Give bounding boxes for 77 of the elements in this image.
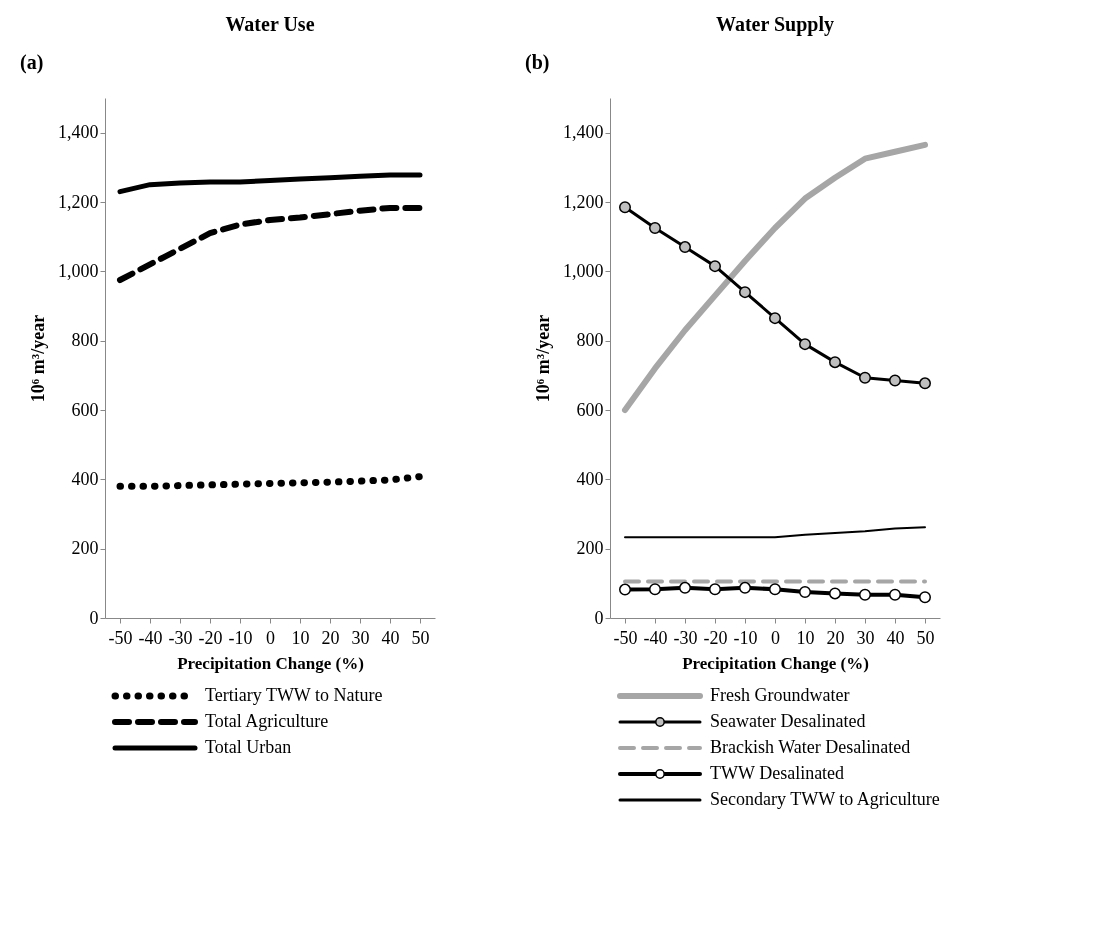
chart-title: Water Supply (716, 13, 834, 36)
y-tick-label: 1,200 (58, 191, 99, 212)
point (919, 377, 931, 390)
point (739, 286, 751, 299)
point (769, 583, 781, 596)
x-tick-label: -10 (733, 627, 758, 648)
x-tick-label: -40 (138, 627, 163, 648)
y-axis-title: 10⁶ m³/year (28, 314, 48, 403)
x-tick-label: 50 (916, 627, 935, 648)
legend-label: Tertiary TWW to Nature (205, 685, 383, 705)
y-tick-label: 600 (71, 399, 99, 420)
point (829, 587, 841, 600)
y-tick-label: 200 (576, 538, 604, 559)
point (889, 588, 901, 601)
y-axis-title: 10⁶ m³/year (533, 314, 553, 403)
x-tick-label: 40 (381, 627, 400, 648)
point (799, 586, 811, 598)
legend-label: Secondary TWW to Agriculture (710, 789, 940, 809)
x-tick-label: -30 (168, 627, 193, 648)
y-tick-label: 400 (71, 468, 99, 489)
x-tick-label: 20 (321, 627, 340, 648)
y-tick-label: 1,000 (563, 260, 604, 281)
point (679, 581, 691, 594)
y-tick-label: 1,400 (563, 122, 604, 143)
point (739, 581, 751, 594)
point (799, 338, 811, 351)
legend-label: Fresh Groundwater (710, 685, 850, 705)
y-tick-label: 200 (71, 538, 99, 559)
point (709, 583, 721, 596)
y-tick-label: 0 (89, 607, 99, 628)
x-tick-label: -10 (228, 627, 253, 648)
point (619, 201, 631, 214)
y-tick-label: 800 (576, 330, 604, 351)
point (709, 260, 721, 273)
x-tick-label: 30 (351, 627, 370, 648)
point (829, 356, 841, 369)
y-tick-label: 400 (576, 468, 604, 489)
point (919, 591, 931, 604)
point (769, 312, 781, 325)
point (859, 371, 871, 384)
x-tick-label: 30 (856, 627, 875, 648)
text: (b) (525, 51, 550, 74)
point (649, 583, 661, 596)
x-tick-label: -30 (673, 627, 698, 648)
x-tick-label: 40 (886, 627, 905, 648)
point (889, 374, 901, 387)
x-axis-title: Precipitation Change (%) (177, 653, 364, 673)
legend-label: TWW Desalinated (710, 763, 845, 783)
legend-label: Brackish Water Desalinated (710, 737, 911, 757)
x-tick-label: 20 (826, 627, 845, 648)
legend-label: Total Agriculture (205, 711, 329, 731)
x-tick-label: -50 (613, 627, 638, 648)
point (619, 583, 631, 596)
y-tick-label: 1,200 (563, 191, 604, 212)
legend-label: Seawater Desalinated (710, 711, 866, 731)
x-tick-label: -20 (198, 627, 223, 648)
y-tick-label: 600 (576, 399, 604, 420)
x-tick-label: 0 (266, 627, 275, 648)
y-tick-label: 1,000 (58, 260, 99, 281)
x-tick-label: -20 (703, 627, 728, 648)
x-tick-label: 50 (411, 627, 430, 648)
y-tick-label: 0 (594, 607, 604, 628)
point (649, 222, 661, 234)
y-tick-label: 1,400 (58, 122, 99, 143)
x-tick-label: -40 (643, 627, 668, 648)
x-axis-title: Precipitation Change (%) (682, 653, 869, 673)
x-tick-label: -50 (108, 627, 133, 648)
point (859, 588, 871, 601)
x-tick-label: 10 (291, 627, 310, 648)
line-series (624, 526, 926, 539)
y-tick-label: 800 (71, 330, 99, 351)
chart-title: Water Use (225, 13, 315, 35)
x-tick-label: 10 (796, 627, 815, 648)
point (679, 241, 691, 254)
legend-label: Total Urban (205, 737, 292, 757)
text: (a) (20, 51, 44, 74)
x-tick-label: 0 (771, 627, 780, 648)
